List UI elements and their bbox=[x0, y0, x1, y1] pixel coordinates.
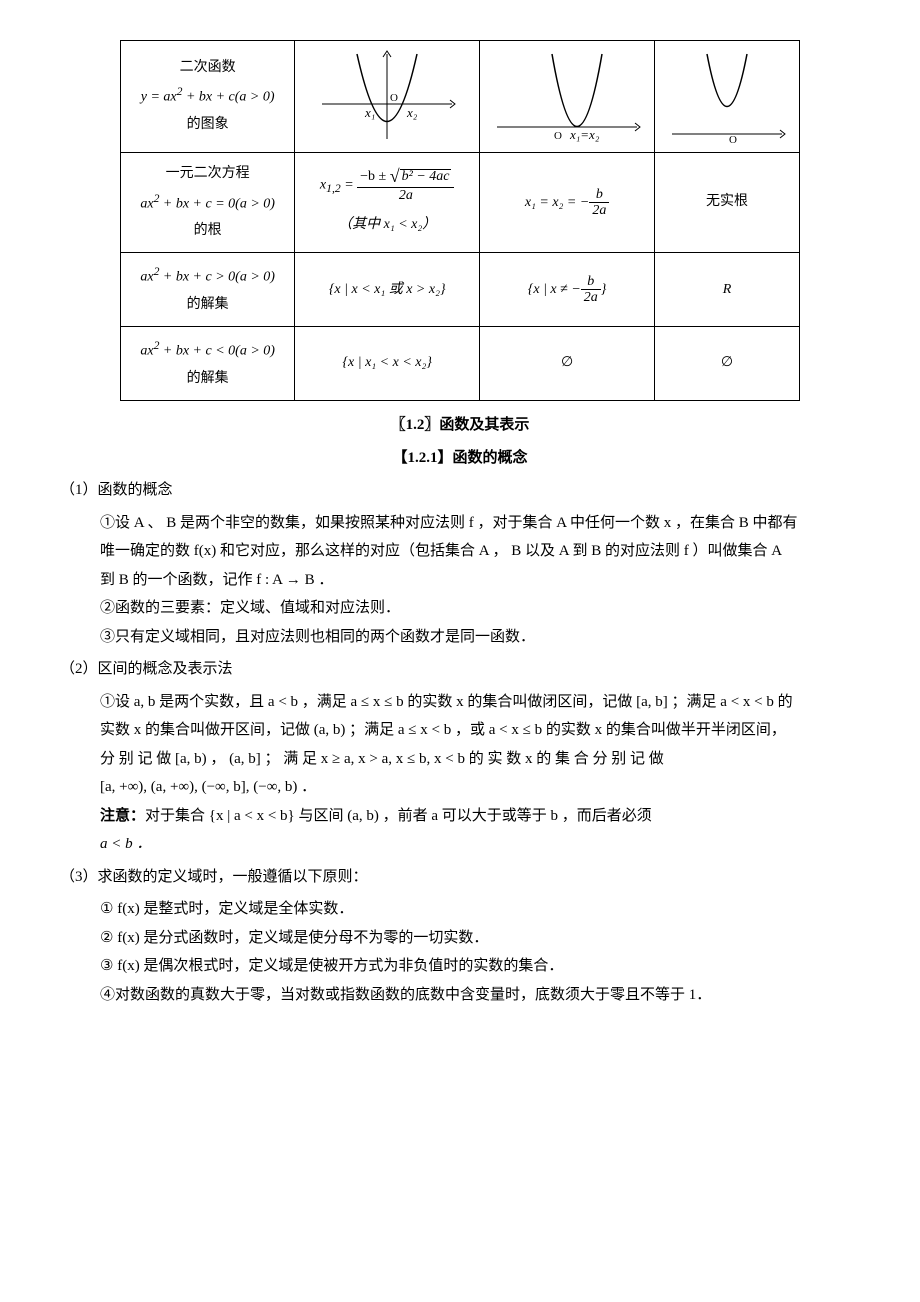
svg-text:O: O bbox=[554, 130, 562, 142]
parabola-one-root-icon: O x₁=x₂ bbox=[492, 49, 642, 144]
table-row: ax2 + bx + c < 0(a > 0) 的解集 {x | x₁ < x … bbox=[121, 327, 800, 401]
cell-quadratic-formula: x1,2 = −b ± √b² − 4ac2a （其中 x₁ < x₂） bbox=[295, 153, 480, 253]
cell-lt-zero-label: ax2 + bx + c < 0(a > 0) 的解集 bbox=[121, 327, 295, 401]
formula-note: （其中 x₁ < x₂） bbox=[301, 212, 473, 239]
paragraph: ②函数的三要素：定义域、值域和对应法则． bbox=[60, 594, 860, 623]
cell-gt-zero-label: ax2 + bx + c > 0(a > 0) 的解集 bbox=[121, 253, 295, 327]
label-line: 的解集 bbox=[127, 292, 288, 319]
svg-text:x₁=x₂: x₁=x₂ bbox=[569, 127, 600, 142]
cell-gt-solution-none: R bbox=[655, 253, 800, 327]
label-line: 一元二次方程 bbox=[127, 161, 288, 188]
parabola-two-roots-icon: x₁ O x₂ bbox=[317, 49, 457, 144]
cell-gt-solution-two: {x | x < x₁ 或 x > x₂} bbox=[295, 253, 480, 327]
paragraph: ③ f(x) 是偶次根式时，定义域是使被开方式为非负值时的实数的集合． bbox=[60, 952, 860, 981]
formula: x₁ = x₂ = −b2a bbox=[525, 195, 610, 210]
paragraph: 到 B 的一个函数，记作 f : A → B ． bbox=[60, 566, 860, 595]
svg-text:x₁: x₁ bbox=[364, 105, 375, 120]
table-row: 二次函数 y = ax2 + bx + c(a > 0) 的图象 x₁ O x₂ bbox=[121, 41, 800, 153]
note-label: 注意： bbox=[100, 808, 145, 824]
label-line: 的解集 bbox=[127, 366, 288, 393]
formula: {x | x ≠ −b2a} bbox=[528, 282, 607, 297]
subsection-2-head: （2）区间的概念及表示法 bbox=[60, 655, 860, 684]
paragraph: a < b ． bbox=[60, 830, 860, 859]
svg-text:O: O bbox=[729, 134, 737, 144]
cell-graph-one-root: O x₁=x₂ bbox=[480, 41, 655, 153]
paragraph: [a, +∞), (a, +∞), (−∞, b], (−∞, b) ． bbox=[60, 773, 860, 802]
section-title-1-2-1: 【1.2.1】函数的概念 bbox=[60, 444, 860, 473]
svg-text:x₂: x₂ bbox=[406, 105, 418, 120]
label-line: 的图象 bbox=[127, 112, 288, 139]
cell-double-root: x₁ = x₂ = −b2a bbox=[480, 153, 655, 253]
paragraph: 分 别 记 做 [a, b) ， (a, b] ； 满 足 x ≥ a, x >… bbox=[60, 745, 860, 774]
cell-graph-no-root: O bbox=[655, 41, 800, 153]
label-line: ax2 + bx + c > 0(a > 0) bbox=[127, 261, 288, 291]
paragraph: ①设 A 、 B 是两个非空的数集，如果按照某种对应法则 f ，对于集合 A 中… bbox=[60, 509, 860, 538]
paragraph: ① f(x) 是整式时，定义域是全体实数． bbox=[60, 895, 860, 924]
section-title-1-2: 〖1.2〗函数及其表示 bbox=[60, 411, 860, 440]
paragraph: ③只有定义域相同，且对应法则也相同的两个函数才是同一函数． bbox=[60, 623, 860, 652]
paragraph: 唯一确定的数 f(x) 和它对应，那么这样的对应（包括集合 A ， B 以及 A… bbox=[60, 537, 860, 566]
table-row: ax2 + bx + c > 0(a > 0) 的解集 {x | x < x₁ … bbox=[121, 253, 800, 327]
quadratic-table: 二次函数 y = ax2 + bx + c(a > 0) 的图象 x₁ O x₂ bbox=[120, 40, 800, 401]
label-line: y = ax2 + bx + c(a > 0) bbox=[127, 81, 288, 111]
svg-text:O: O bbox=[390, 92, 398, 104]
paragraph: ①设 a, b 是两个实数，且 a < b ，满足 a ≤ x ≤ b 的实数 … bbox=[60, 688, 860, 717]
cell-lt-solution-two: {x | x₁ < x < x₂} bbox=[295, 327, 480, 401]
cell-graph-two-roots: x₁ O x₂ bbox=[295, 41, 480, 153]
cell-gt-solution-one: {x | x ≠ −b2a} bbox=[480, 253, 655, 327]
paragraph: ② f(x) 是分式函数时，定义域是使分母不为零的一切实数． bbox=[60, 924, 860, 953]
cell-lt-solution-one: ∅ bbox=[480, 327, 655, 401]
formula: x1,2 = −b ± √b² − 4ac2a bbox=[301, 167, 473, 203]
paragraph: 注意：对于集合 {x | a < x < b} 与区间 (a, b) ，前者 a… bbox=[60, 802, 860, 831]
note-text: 对于集合 {x | a < x < b} 与区间 (a, b) ，前者 a 可以… bbox=[145, 808, 652, 824]
cell-equation-roots-label: 一元二次方程 ax2 + bx + c = 0(a > 0) 的根 bbox=[121, 153, 295, 253]
table-row: 一元二次方程 ax2 + bx + c = 0(a > 0) 的根 x1,2 =… bbox=[121, 153, 800, 253]
paragraph: ④对数函数的真数大于零，当对数或指数函数的底数中含变量时，底数须大于零且不等于 … bbox=[60, 981, 860, 1010]
label-line: ax2 + bx + c = 0(a > 0) bbox=[127, 188, 288, 218]
paragraph: 实数 x 的集合叫做开区间，记做 (a, b) ；满足 a ≤ x < b ，或… bbox=[60, 716, 860, 745]
subsection-1-head: （1）函数的概念 bbox=[60, 476, 860, 505]
cell-no-real-root: 无实根 bbox=[655, 153, 800, 253]
cell-quadratic-graph-label: 二次函数 y = ax2 + bx + c(a > 0) 的图象 bbox=[121, 41, 295, 153]
label-line: 二次函数 bbox=[127, 55, 288, 82]
subsection-3-head: （3）求函数的定义域时，一般遵循以下原则： bbox=[60, 863, 860, 892]
cell-lt-solution-none: ∅ bbox=[655, 327, 800, 401]
label-line: 的根 bbox=[127, 218, 288, 245]
label-line: ax2 + bx + c < 0(a > 0) bbox=[127, 335, 288, 365]
parabola-no-root-icon: O bbox=[667, 49, 787, 144]
